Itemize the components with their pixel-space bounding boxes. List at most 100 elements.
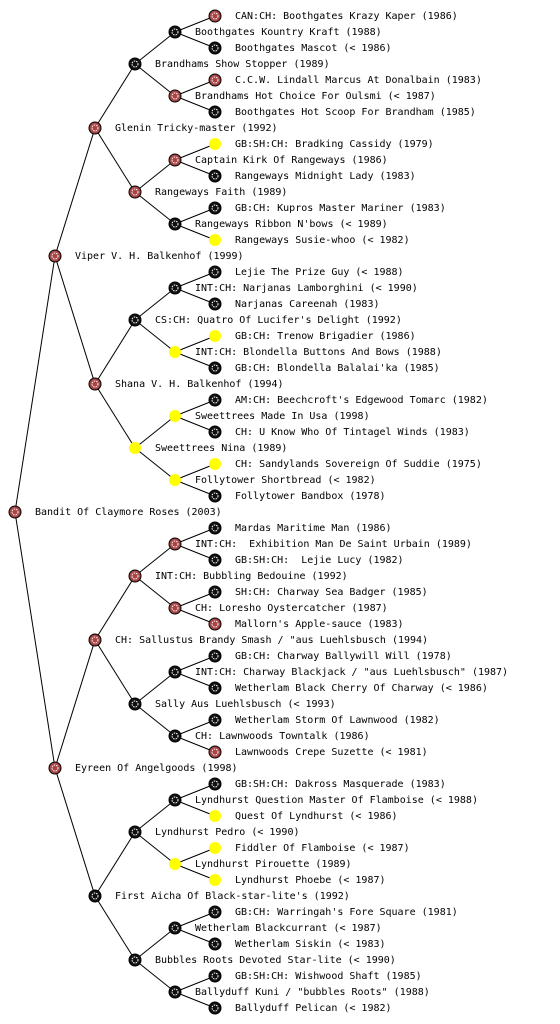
dog-node — [208, 553, 222, 567]
dog-node-ring — [91, 380, 99, 388]
dog-node-ring — [211, 492, 219, 500]
edge — [174, 863, 216, 881]
dog-node — [169, 474, 181, 486]
dog-node-ring — [211, 620, 219, 628]
edge — [134, 671, 176, 705]
edge — [174, 799, 216, 817]
dog-name: Eyreen Of Angelgoods (1998) — [75, 763, 238, 774]
edge — [174, 223, 216, 241]
edge — [174, 31, 216, 49]
dog-node — [168, 601, 182, 615]
dog-node-ring — [51, 764, 59, 772]
edge — [54, 767, 96, 897]
dog-node — [168, 985, 182, 999]
dog-name: INT:CH: Narjanas Lamborghini (< 1990) — [195, 283, 418, 294]
dog-node-ring — [171, 156, 179, 164]
dog-name: SH:CH: Charway Sea Badger (1985) — [235, 587, 428, 598]
dog-name: Lyndhurst Pedro (< 1990) — [155, 827, 300, 838]
dog-node — [208, 969, 222, 983]
dog-node — [208, 297, 222, 311]
edge — [134, 831, 176, 865]
dog-node — [208, 745, 222, 759]
edge — [134, 575, 176, 609]
dog-node-ring — [171, 668, 179, 676]
dog-node-ring — [211, 684, 219, 692]
dog-node — [208, 585, 222, 599]
dog-name: Rangeways Ribbon N'bows (< 1989) — [195, 219, 388, 230]
dog-node-ring — [211, 716, 219, 724]
edge — [134, 543, 176, 577]
dog-node-ring — [211, 748, 219, 756]
dog-name: Lawnwoods Crepe Suzette (< 1981) — [235, 747, 428, 758]
dog-name: Ballyduff Pelican (< 1982) — [235, 1003, 392, 1014]
edge — [134, 191, 176, 225]
edge — [94, 127, 136, 193]
edge — [134, 959, 176, 993]
dog-name: Follytower Shortbread (< 1982) — [195, 475, 376, 486]
edge — [134, 319, 176, 353]
dog-name: GB:CH: Kupros Master Mariner (1983) — [235, 203, 446, 214]
edge — [134, 31, 176, 65]
dog-name: Follytower Bandbox (1978) — [235, 491, 386, 502]
dog-node — [168, 537, 182, 551]
dog-node — [208, 521, 222, 535]
edge — [134, 63, 176, 97]
dog-node — [208, 105, 222, 119]
dog-node — [208, 73, 222, 87]
edge — [174, 399, 216, 417]
dog-name: INT:CH: Charway Blackjack / "aus Luehlsb… — [195, 667, 508, 678]
edge — [174, 479, 216, 497]
dog-node — [208, 361, 222, 375]
dog-node-ring — [211, 172, 219, 180]
dog-node — [169, 858, 181, 870]
dog-name: Rangeways Faith (1989) — [155, 187, 287, 198]
dog-node-ring — [131, 316, 139, 324]
dog-node — [208, 169, 222, 183]
dog-node — [208, 713, 222, 727]
dog-node-ring — [211, 588, 219, 596]
dog-node — [129, 442, 141, 454]
dog-node — [168, 793, 182, 807]
dog-node — [208, 681, 222, 695]
dog-node — [48, 761, 62, 775]
dog-name: CH: U Know Who Of Tintagel Winds (1983) — [235, 427, 470, 438]
dog-name: INT:CH: Bubbling Bedouine (1992) — [155, 571, 348, 582]
edge — [174, 15, 216, 33]
dog-node — [8, 505, 22, 519]
edge — [14, 511, 56, 769]
dog-name: CH: Sallustus Brandy Smash / "aus Luehls… — [115, 635, 428, 646]
dog-node — [209, 842, 221, 854]
dog-node — [128, 953, 142, 967]
dog-name: Viper V. H. Balkenhof (1999) — [75, 251, 244, 262]
dog-node — [209, 458, 221, 470]
edge — [94, 639, 136, 705]
dog-node-ring — [171, 604, 179, 612]
dog-node — [88, 121, 102, 135]
dog-node-ring — [131, 956, 139, 964]
dog-node-ring — [171, 988, 179, 996]
edge — [174, 351, 216, 369]
dog-node-ring — [171, 924, 179, 932]
dog-node-ring — [131, 60, 139, 68]
dog-node — [208, 777, 222, 791]
dog-name: CH: Sandylands Sovereign Of Suddie (1975… — [235, 459, 482, 470]
edge — [174, 287, 216, 305]
dog-node — [208, 649, 222, 663]
dog-node — [48, 249, 62, 263]
dog-node — [168, 729, 182, 743]
dog-name: First Aicha Of Black-star-lite's (1992) — [115, 891, 350, 902]
dog-node-ring — [211, 12, 219, 20]
dog-name: Wetherlam Blackcurrant (< 1987) — [195, 923, 382, 934]
edge — [174, 79, 216, 97]
dog-node-ring — [131, 188, 139, 196]
dog-name: GB:SH:CH: Bradking Cassidy (1979) — [235, 139, 434, 150]
dog-node — [128, 57, 142, 71]
edge — [174, 719, 216, 737]
dog-node-ring — [211, 76, 219, 84]
dog-name: GB:CH: Charway Ballywill Will (1978) — [235, 651, 452, 662]
dog-node-ring — [211, 396, 219, 404]
edge — [54, 127, 96, 257]
dog-node-ring — [211, 204, 219, 212]
edge — [174, 671, 216, 689]
edge — [174, 927, 216, 945]
